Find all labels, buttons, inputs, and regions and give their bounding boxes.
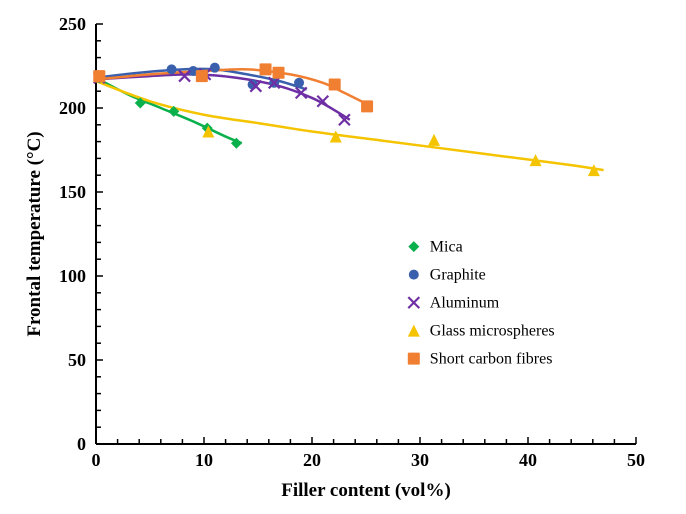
marker-circle (210, 63, 220, 73)
x-tick-label: 20 (303, 450, 321, 470)
x-tick-label: 30 (411, 450, 429, 470)
x-tick-label: 40 (519, 450, 537, 470)
marker-square (196, 70, 208, 82)
marker-circle (294, 78, 304, 88)
marker-square (260, 63, 272, 75)
legend-label: Aluminum (430, 295, 500, 312)
y-tick-label: 50 (68, 350, 86, 370)
legend-label: Graphite (430, 267, 486, 284)
legend-label: Mica (430, 239, 463, 256)
x-tick-label: 0 (92, 450, 101, 470)
y-axis-label: Frontal temperature (°C) (24, 131, 45, 336)
x-tick-label: 10 (195, 450, 213, 470)
marker-square (361, 100, 373, 112)
marker-square (93, 70, 105, 82)
legend-label: Short carbon fibres (430, 351, 553, 368)
legend-label: Glass microspheres (430, 323, 555, 340)
marker-square (273, 67, 285, 79)
y-tick-label: 150 (59, 182, 86, 202)
marker-circle (409, 270, 419, 280)
marker-square (329, 78, 341, 90)
x-tick-label: 50 (627, 450, 645, 470)
y-tick-label: 100 (59, 266, 86, 286)
y-tick-label: 250 (59, 14, 86, 34)
marker-circle (167, 64, 177, 74)
y-tick-label: 200 (59, 98, 86, 118)
x-axis-label: Filler content (vol%) (281, 480, 451, 501)
marker-square (408, 353, 420, 365)
y-tick-label: 0 (77, 434, 86, 454)
